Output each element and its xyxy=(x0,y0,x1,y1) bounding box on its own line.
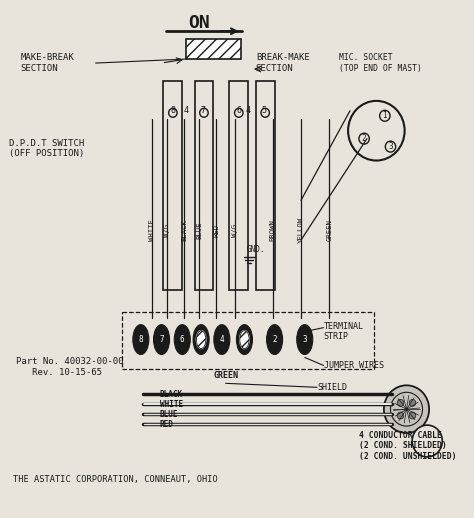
Text: THE ASTATIC CORPORATION, CONNEAUT, OHIO: THE ASTATIC CORPORATION, CONNEAUT, OHIO xyxy=(13,475,218,484)
Text: 1: 1 xyxy=(383,111,387,120)
Circle shape xyxy=(200,108,208,117)
Text: 8: 8 xyxy=(138,335,143,344)
Text: W/G: W/G xyxy=(164,224,170,237)
Text: 7: 7 xyxy=(159,335,164,344)
Circle shape xyxy=(261,108,269,117)
Text: 3: 3 xyxy=(302,335,307,344)
Text: GREEN: GREEN xyxy=(326,219,332,241)
Text: SHIELD: SHIELD xyxy=(317,383,347,392)
Ellipse shape xyxy=(237,325,253,354)
Bar xyxy=(256,81,274,290)
Text: 6: 6 xyxy=(180,335,184,344)
Text: JUMPER WIRES: JUMPER WIRES xyxy=(324,362,383,370)
Text: WHITE: WHITE xyxy=(149,219,155,241)
Bar xyxy=(164,81,182,290)
Text: Part No. 40032-00-00
   Rev. 10-15-65: Part No. 40032-00-00 Rev. 10-15-65 xyxy=(16,357,123,377)
Text: MAKE-BREAK
SECTION: MAKE-BREAK SECTION xyxy=(20,53,74,73)
Circle shape xyxy=(397,399,404,406)
Text: 2: 2 xyxy=(362,134,366,143)
Text: 4: 4 xyxy=(246,106,251,115)
Circle shape xyxy=(409,412,416,419)
Bar xyxy=(194,81,213,290)
Text: BLACK: BLACK xyxy=(181,219,187,241)
Text: 6: 6 xyxy=(237,106,241,115)
Ellipse shape xyxy=(196,330,206,349)
Text: BLUE: BLUE xyxy=(196,221,202,239)
Text: W/G: W/G xyxy=(232,224,238,237)
Text: MIC. SOCKET
(TOP END OF MAST): MIC. SOCKET (TOP END OF MAST) xyxy=(339,53,421,73)
Ellipse shape xyxy=(297,325,313,354)
Circle shape xyxy=(397,412,404,419)
Circle shape xyxy=(384,385,429,433)
Text: GND.: GND. xyxy=(246,245,265,254)
Text: 2: 2 xyxy=(272,335,277,344)
Text: 8: 8 xyxy=(170,106,175,115)
Text: 4: 4 xyxy=(219,335,224,344)
Ellipse shape xyxy=(214,325,230,354)
Text: BLACK: BLACK xyxy=(160,390,183,399)
Text: 7: 7 xyxy=(201,106,206,115)
Text: 3: 3 xyxy=(388,142,393,151)
Bar xyxy=(186,39,241,59)
Text: RED: RED xyxy=(213,224,219,237)
Text: BLUE: BLUE xyxy=(160,410,178,419)
Bar xyxy=(122,312,374,369)
Ellipse shape xyxy=(193,325,209,354)
Circle shape xyxy=(409,399,416,406)
Text: D.P.D.T SWITCH
(OFF POSITION): D.P.D.T SWITCH (OFF POSITION) xyxy=(9,139,84,158)
Circle shape xyxy=(169,108,177,117)
Text: BROWN: BROWN xyxy=(270,219,276,241)
Ellipse shape xyxy=(240,330,249,349)
Circle shape xyxy=(235,108,243,117)
Text: TERMINAL
STRIP: TERMINAL STRIP xyxy=(324,322,364,341)
Text: RED: RED xyxy=(160,420,173,428)
Text: BREAK-MAKE
SECTION: BREAK-MAKE SECTION xyxy=(256,53,310,73)
Text: GREEN: GREEN xyxy=(213,371,238,380)
Ellipse shape xyxy=(174,325,190,354)
Ellipse shape xyxy=(154,325,170,354)
Text: 4 CONDUCTOR CABLE
(2 COND. SHIELDED)
(2 COND. UNSHIELDED): 4 CONDUCTOR CABLE (2 COND. SHIELDED) (2 … xyxy=(359,431,457,461)
Text: YELLOW: YELLOW xyxy=(298,217,304,243)
Text: 5: 5 xyxy=(262,106,267,115)
Text: WHITE: WHITE xyxy=(160,400,183,409)
Ellipse shape xyxy=(266,325,283,354)
Text: ON: ON xyxy=(188,15,210,32)
Text: 4: 4 xyxy=(183,106,189,115)
Bar xyxy=(229,81,248,290)
Ellipse shape xyxy=(133,325,149,354)
Circle shape xyxy=(412,425,442,457)
